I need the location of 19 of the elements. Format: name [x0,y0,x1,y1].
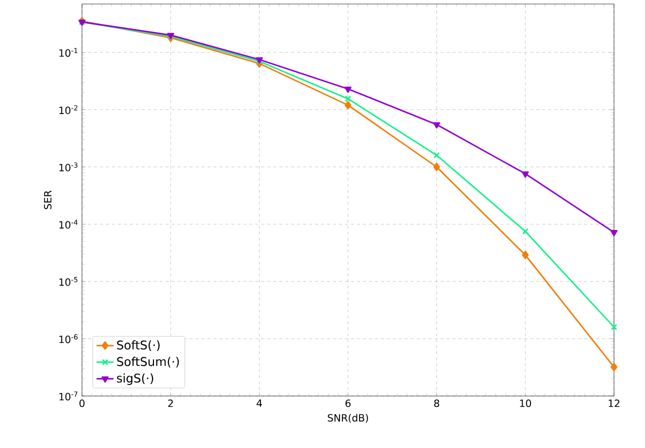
legend-label: sigS(·) [116,373,154,385]
y-axis-title: SER [44,190,52,210]
y-tick-label: 10$^{-1}$ [59,48,78,57]
x-tick-label: 6 [346,400,351,408]
y-tick-label: 10$^{-2}$ [59,105,78,114]
y-tick-label: 10$^{-6}$ [59,334,78,344]
legend-label: SoftSum(·) [117,356,179,368]
y-tick-label: 10$^{-3}$ [59,162,78,172]
y-tick-label: 10$^{-7}$ [59,392,78,400]
y-tick-label: 10$^{-4}$ [59,220,78,229]
x-tick-label: 12 [608,400,620,407]
x-axis-title: SNR(dB) [328,414,368,423]
y-tick-label: 10$^{-5}$ [59,277,78,286]
legend-label: SoftS(·) [117,340,160,351]
x-tick-label: 10 [520,400,532,408]
x-tick-label: 4 [256,400,262,407]
x-tick-label: 8 [434,400,440,408]
x-tick-label: 2 [168,400,173,407]
x-tick-label: 0 [79,400,85,408]
